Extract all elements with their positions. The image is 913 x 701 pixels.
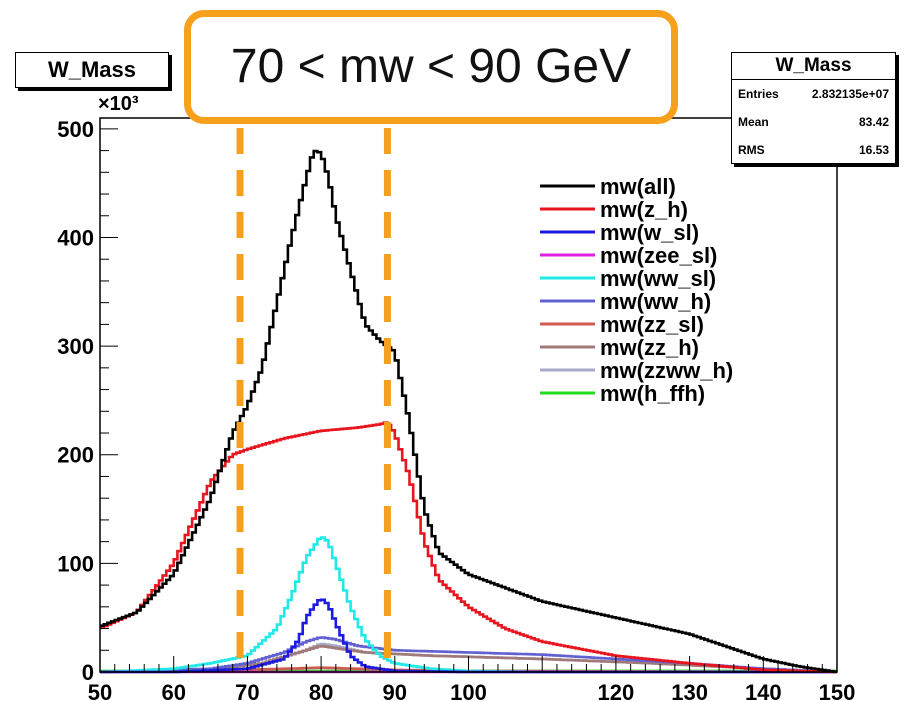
legend-label: mw(zee_sl) bbox=[600, 243, 717, 268]
legend-label: mw(ww_h) bbox=[600, 289, 711, 314]
x-tick-label: 100 bbox=[450, 680, 487, 701]
y-tick-label: 400 bbox=[57, 225, 94, 250]
y-tick-label: 0 bbox=[82, 660, 94, 685]
legend-label: mw(all) bbox=[600, 174, 676, 199]
x-tick-label: 60 bbox=[161, 680, 185, 701]
stats-label: Entries bbox=[738, 87, 779, 101]
y-axis-multiplier: ×10³ bbox=[98, 93, 139, 115]
legend-label: mw(h_ffh) bbox=[600, 381, 705, 406]
legend: mw(all)mw(z_h)mw(w_sl)mw(zee_sl)mw(ww_sl… bbox=[540, 174, 733, 406]
legend-label: mw(z_h) bbox=[600, 197, 688, 222]
stats-value: 83.42 bbox=[858, 115, 889, 129]
cut-lines bbox=[236, 128, 391, 672]
legend-label: mw(zz_sl) bbox=[600, 312, 704, 337]
stats-title: W_Mass bbox=[732, 53, 895, 80]
legend-label: mw(zzww_h) bbox=[600, 358, 733, 383]
series-1-line bbox=[100, 421, 837, 674]
y-tick-label: 100 bbox=[57, 551, 94, 576]
y-tick-label: 200 bbox=[57, 443, 94, 468]
x-tick-label: 120 bbox=[598, 680, 635, 701]
legend-label: mw(zz_h) bbox=[600, 335, 699, 360]
mass-window-callout: 70 < mw < 90 GeV bbox=[184, 10, 678, 124]
x-tick-label: 150 bbox=[819, 680, 856, 701]
x-tick-label: 50 bbox=[88, 680, 112, 701]
y-tick-label: 500 bbox=[57, 117, 94, 142]
stats-row-entries: Entries 2.832135e+07 bbox=[732, 80, 895, 108]
stats-label: RMS bbox=[738, 143, 765, 157]
x-tick-label: 70 bbox=[235, 680, 259, 701]
x-tick-label: 80 bbox=[309, 680, 333, 701]
stats-row-mean: Mean 83.42 bbox=[732, 108, 895, 136]
axis-ticks: 50 60 70 80 90 100 120 130 140 150 0 100 200 300 400 50… bbox=[57, 117, 855, 701]
stats-label: Mean bbox=[738, 115, 769, 129]
stats-value: 2.832135e+07 bbox=[811, 87, 889, 101]
x-tick-label: 140 bbox=[745, 680, 782, 701]
stats-row-rms: RMS 16.53 bbox=[732, 136, 895, 164]
series-0-line bbox=[100, 149, 837, 673]
legend-label: mw(ww_sl) bbox=[600, 266, 716, 291]
plot-frame bbox=[99, 117, 838, 673]
stats-value: 16.53 bbox=[858, 143, 889, 157]
stats-box: W_Mass Entries 2.832135e+07 Mean 83.42 R… bbox=[731, 52, 896, 164]
y-tick-label: 300 bbox=[57, 334, 94, 359]
series-curves bbox=[100, 149, 837, 674]
x-tick-label: 130 bbox=[671, 680, 708, 701]
legend-label: mw(w_sl) bbox=[600, 220, 699, 245]
histogram-title-box: W_Mass bbox=[15, 52, 169, 88]
x-tick-label: 90 bbox=[383, 680, 407, 701]
